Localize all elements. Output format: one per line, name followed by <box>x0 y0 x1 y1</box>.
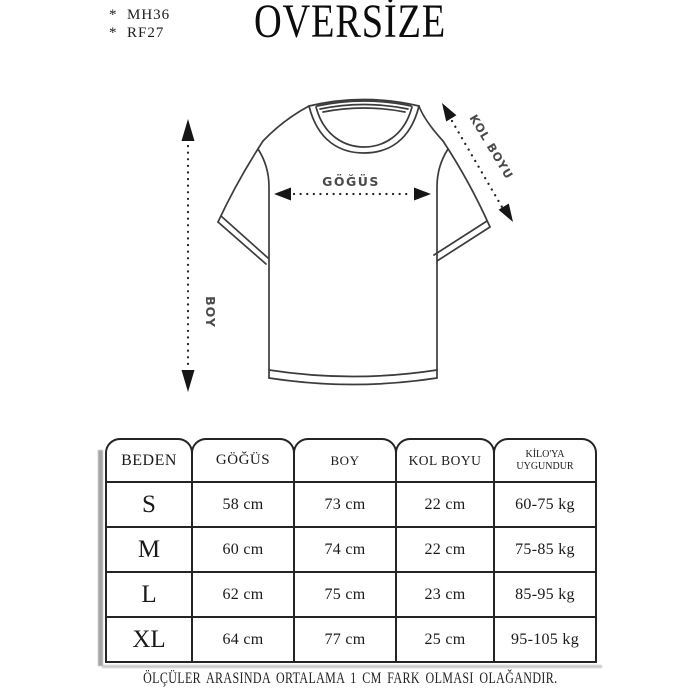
size-cell: S <box>105 481 193 528</box>
page-title: OVERSİZE <box>253 0 446 48</box>
sleeve-value-cell: 23 cm <box>395 571 495 618</box>
weight-value-cell: 85-95 kg <box>493 571 597 618</box>
header-cell-beden: BEDEN <box>105 438 193 483</box>
product-code: * MH36 <box>109 7 171 23</box>
weight-value-cell: 95-105 kg <box>493 616 597 663</box>
chest-value-cell: 64 cm <box>191 616 295 663</box>
scan-shadow-left <box>98 450 103 666</box>
product-code: * RF27 <box>109 25 165 41</box>
length-value-cell: 73 cm <box>293 481 397 528</box>
length-value-cell: 75 cm <box>293 571 397 618</box>
sleeve-arrow-label: KOL BOYU <box>467 112 517 182</box>
sleeve-value-cell: 25 cm <box>395 616 495 663</box>
arrowhead-upleft-icon <box>442 103 457 122</box>
chest-value-cell: 60 cm <box>191 526 295 573</box>
chest-value-cell: 58 cm <box>191 481 295 528</box>
chest-value-cell: 62 cm <box>191 571 295 618</box>
product-codes: * MH36 * RF27 <box>109 6 170 42</box>
weight-value-cell: 75-85 kg <box>493 526 597 573</box>
sleeve-value-cell: 22 cm <box>395 526 495 573</box>
scan-shadow-bottom <box>102 665 602 668</box>
length-value-cell: 77 cm <box>293 616 397 663</box>
tshirt-outline <box>217 98 491 386</box>
weight-value-cell: 60-75 kg <box>493 481 597 528</box>
size-cell: XL <box>105 616 193 663</box>
footnote: ÖLÇÜLER ARASINDA ORTALAMA 1 CM FARK OLMA… <box>142 670 558 687</box>
arrowhead-left-icon <box>274 187 291 201</box>
size-cell: L <box>105 571 193 618</box>
length-arrow: BOY <box>181 119 218 392</box>
size-table: BEDEN GÖĞÜS BOY KOL BOYU KİLO'YA UYGUNDU… <box>105 438 597 663</box>
arrowhead-up-icon <box>181 119 195 141</box>
arrowhead-right-icon <box>414 187 431 201</box>
length-arrow-label: BOY <box>203 296 218 328</box>
arrowhead-downright-icon <box>498 203 513 222</box>
chest-arrow: GÖĞÜS <box>274 174 431 201</box>
header-cell-gogus: GÖĞÜS <box>191 438 295 483</box>
header-cell-kiloya-uygundur: KİLO'YA UYGUNDUR <box>493 438 597 483</box>
tshirt-measurement-diagram: BOY GÖĞÜS KOL BOYU <box>181 98 517 392</box>
arrowhead-down-icon <box>181 370 195 392</box>
chest-arrow-label: GÖĞÜS <box>322 174 380 189</box>
header-cell-kol-boyu: KOL BOYU <box>395 438 495 483</box>
sleeve-value-cell: 22 cm <box>395 481 495 528</box>
header-cell-boy: BOY <box>293 438 397 483</box>
length-value-cell: 74 cm <box>293 526 397 573</box>
size-cell: M <box>105 526 193 573</box>
